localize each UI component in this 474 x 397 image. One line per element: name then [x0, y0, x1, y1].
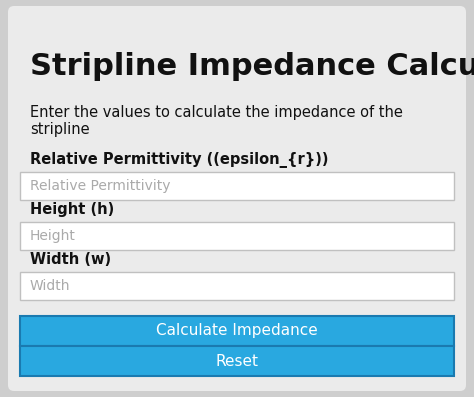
Text: Height: Height	[30, 229, 76, 243]
Text: Width: Width	[30, 279, 71, 293]
Text: Relative Permittivity ((epsilon_{r})): Relative Permittivity ((epsilon_{r}))	[30, 152, 328, 168]
FancyBboxPatch shape	[20, 346, 454, 376]
Text: Enter the values to calculate the impedance of the: Enter the values to calculate the impeda…	[30, 105, 403, 120]
FancyBboxPatch shape	[20, 316, 454, 346]
FancyBboxPatch shape	[20, 272, 454, 300]
FancyBboxPatch shape	[20, 222, 454, 250]
Text: Relative Permittivity: Relative Permittivity	[30, 179, 171, 193]
FancyBboxPatch shape	[8, 6, 466, 391]
Text: Stripline Impedance Calculator: Stripline Impedance Calculator	[30, 52, 474, 81]
Text: stripline: stripline	[30, 122, 90, 137]
Text: Reset: Reset	[216, 353, 258, 368]
Text: Calculate Impedance: Calculate Impedance	[156, 324, 318, 339]
Text: Height (h): Height (h)	[30, 202, 114, 217]
Text: Width (w): Width (w)	[30, 252, 111, 267]
FancyBboxPatch shape	[20, 172, 454, 200]
